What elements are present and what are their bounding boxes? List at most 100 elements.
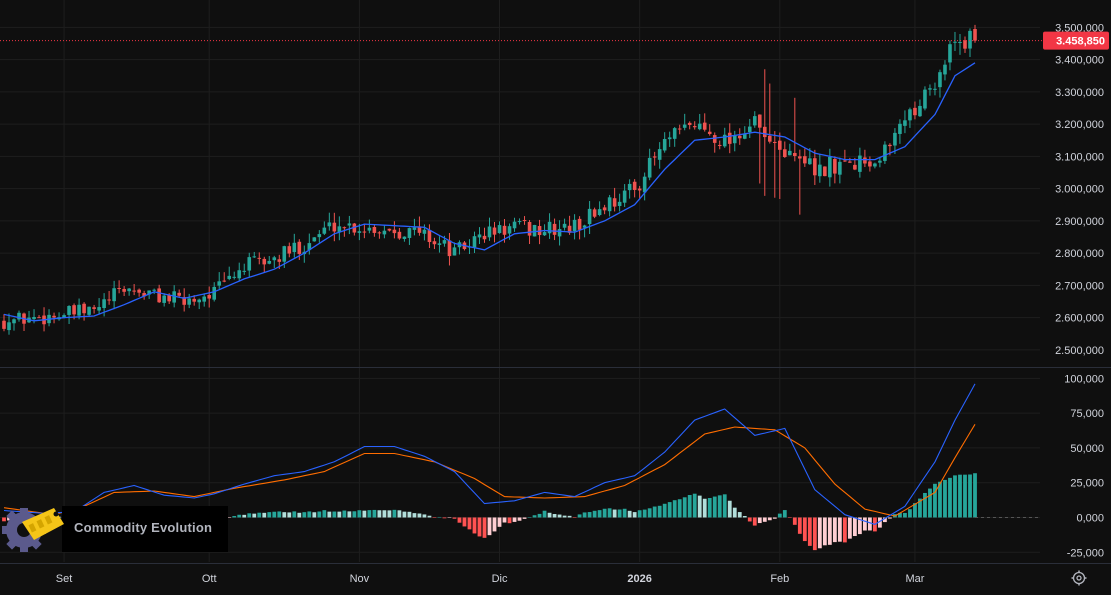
histogram-bar (387, 510, 392, 518)
price-tick-label: 3.000,000 (1055, 184, 1104, 196)
histogram-bar (757, 517, 762, 524)
candle-body (442, 240, 447, 244)
candle-body (793, 152, 797, 156)
candle-body (933, 88, 937, 90)
candle-body (202, 296, 207, 302)
histogram-bar (342, 510, 347, 518)
histogram-bar (412, 513, 417, 518)
time-axis[interactable]: Set Ott Nov Dic 2026 Feb Mar (56, 573, 925, 585)
candle-body (382, 230, 387, 235)
histogram-bar (782, 510, 787, 518)
candle-body (127, 288, 131, 292)
candle-body (87, 306, 91, 315)
histogram-bar (362, 510, 367, 518)
candle-body (527, 222, 532, 236)
candle-body (392, 229, 397, 234)
price-tick-label: 2.800,000 (1055, 248, 1104, 260)
candle-body (397, 231, 402, 239)
candle-body (187, 298, 191, 305)
histogram-bar (2, 517, 6, 522)
candle-body (707, 131, 712, 134)
candle-body (752, 116, 757, 126)
histogram-bar (272, 511, 277, 518)
histogram-bar (787, 517, 792, 518)
candle-body (437, 243, 442, 245)
histogram-bar (392, 509, 397, 518)
macd-histogram (2, 473, 1040, 551)
candle-body (567, 225, 572, 233)
candle-body (542, 232, 547, 236)
candle-body (767, 135, 772, 142)
histogram-bar (587, 512, 592, 518)
price-tick-label: 3.300,000 (1055, 87, 1104, 99)
candle-body (287, 246, 292, 254)
macd-line (3, 383, 976, 525)
brand-label-box (62, 506, 228, 552)
candle-body (237, 270, 242, 279)
histogram-bar (602, 508, 607, 518)
last-price-tag (1043, 31, 1109, 50)
candle-body (602, 207, 607, 211)
candle-body (647, 157, 652, 178)
histogram-bar (732, 507, 737, 518)
histogram-bar (637, 510, 642, 518)
candle-body (492, 227, 497, 235)
price-tick-label: 3.400,000 (1055, 55, 1104, 67)
histogram-bar (642, 509, 647, 518)
histogram-bar (923, 492, 927, 518)
histogram-bar (537, 513, 542, 518)
histogram-bar (267, 512, 272, 518)
candle-body (858, 155, 862, 172)
candle-body (82, 303, 86, 314)
signal-line (3, 424, 976, 517)
candle-body (507, 226, 512, 234)
candle-body (637, 188, 642, 191)
histogram-bar (667, 502, 672, 518)
histogram-bar (647, 508, 652, 518)
candle-body (883, 144, 887, 161)
candle-body (622, 190, 627, 203)
macd-tick-label: 75,000 (1070, 408, 1104, 420)
macd-axis[interactable]: 100,000 75,000 50,000 25,000 0,000 -25,000 (1064, 373, 1104, 559)
candle-body (427, 230, 432, 243)
candle-body (617, 201, 622, 207)
histogram-bar (632, 512, 637, 518)
histogram-bar (552, 514, 557, 518)
candle-body (372, 226, 377, 233)
histogram-bar (687, 495, 692, 518)
histogram-bar (722, 494, 727, 518)
candle-body (162, 295, 166, 303)
time-tick-label: Set (56, 573, 73, 585)
candle-body (783, 149, 787, 157)
candle-body (157, 288, 161, 303)
candle-body (968, 30, 972, 49)
candle-body (777, 140, 782, 150)
candle-body (342, 227, 347, 229)
histogram-bar (797, 517, 802, 534)
candle-body (963, 40, 967, 49)
histogram-bar (442, 517, 447, 519)
candle-body (532, 224, 537, 237)
candle-body (247, 257, 252, 271)
histogram-bar (7, 517, 11, 521)
candle-body (477, 234, 482, 238)
settings-gear-icon[interactable] (1071, 570, 1087, 586)
candle-body (657, 149, 662, 160)
histogram-bar (557, 514, 562, 518)
histogram-bar (317, 511, 322, 518)
candle-body (853, 164, 857, 170)
candle-body (938, 72, 942, 88)
candle-body (833, 159, 837, 174)
candle-body (227, 275, 232, 279)
histogram-bar (767, 517, 772, 521)
candle-body (888, 144, 892, 147)
candle-body (572, 219, 577, 232)
candle-body (823, 166, 827, 177)
price-axis[interactable]: 2.500,000 2.600,000 2.700,000 2.800,000 2.90… (1055, 22, 1104, 357)
histogram-bar (262, 512, 267, 518)
candle-body (923, 89, 927, 109)
histogram-bar (752, 517, 757, 526)
price-tick-label: 3.500,000 (1055, 22, 1104, 34)
candle-body (132, 290, 136, 292)
